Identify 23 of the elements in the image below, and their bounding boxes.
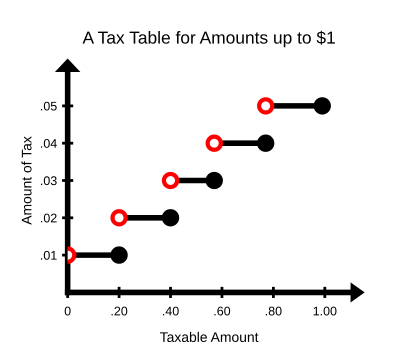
point (257, 97, 274, 115)
y-tick-label: .04 (41, 138, 57, 148)
x-axis-title: Taxable Amount (160, 332, 258, 342)
point (162, 209, 180, 226)
chart-title: A Tax Table for Amounts up to $1 (82, 30, 335, 48)
point (110, 246, 128, 264)
x-tick-label: 0 (64, 306, 71, 316)
y-tick-label: .03 (41, 176, 57, 186)
x-tick-label: 1.00 (314, 306, 337, 316)
point (206, 134, 223, 152)
x-tick-label: .60 (214, 306, 230, 316)
y-tick-label: .05 (41, 102, 57, 111)
x-tick-label: .40 (162, 306, 179, 316)
x-tick-label: .20 (112, 306, 128, 316)
y-tick-label: .01 (41, 250, 57, 260)
y-tick-label: .02 (41, 214, 57, 222)
y-axis-title: Amount of Tax (21, 136, 32, 225)
point (257, 134, 274, 152)
point (206, 172, 223, 190)
point (162, 172, 180, 190)
x-tick-label: .80 (266, 306, 282, 316)
point (110, 209, 128, 226)
point (314, 97, 331, 115)
